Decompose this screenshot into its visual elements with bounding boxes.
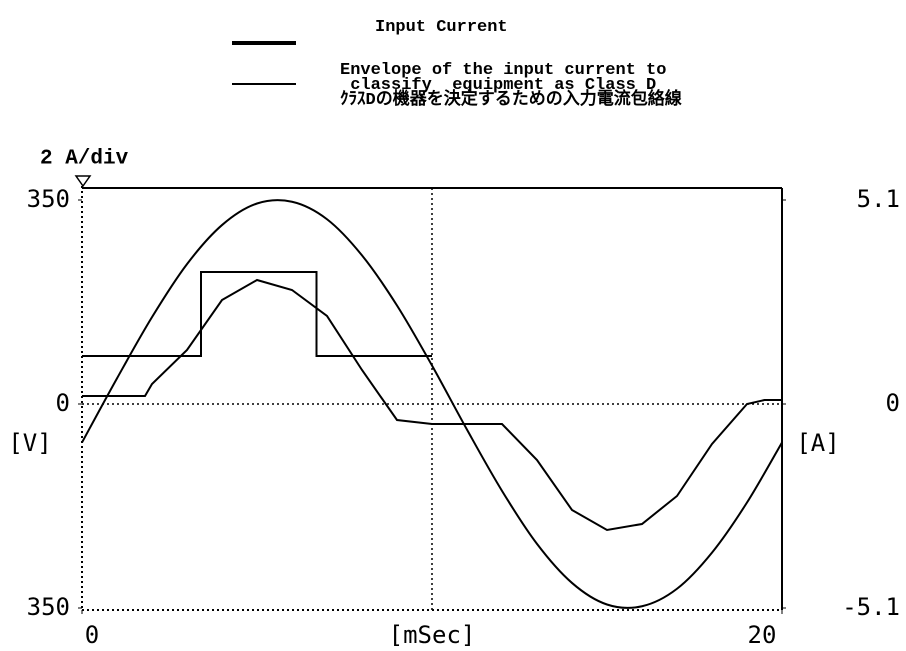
y2-tick-label: -5.1: [842, 593, 900, 621]
scale-label: 2 A/div: [40, 148, 129, 171]
x-tick-label: 0: [85, 621, 99, 649]
y2-axis-label: [A]: [796, 429, 839, 457]
x-axis-label: [mSec]: [389, 621, 476, 649]
y-axis-label: [V]: [8, 429, 51, 457]
legend-label: Input Current: [375, 18, 508, 37]
y-tick-label: 350: [27, 185, 70, 213]
trigger-marker: [74, 175, 92, 188]
x-tick-label: 20: [748, 621, 777, 649]
series-line: [82, 278, 782, 532]
series-line: [81, 199, 783, 609]
series-line: [82, 271, 432, 357]
legend-label: Envelope of the input current to classif…: [340, 61, 682, 110]
y2-tick-label: 5.1: [857, 185, 900, 213]
y2-tick-label: 0: [886, 389, 900, 417]
y-tick-label: 350: [27, 593, 70, 621]
y-tick-label: 0: [56, 389, 70, 417]
